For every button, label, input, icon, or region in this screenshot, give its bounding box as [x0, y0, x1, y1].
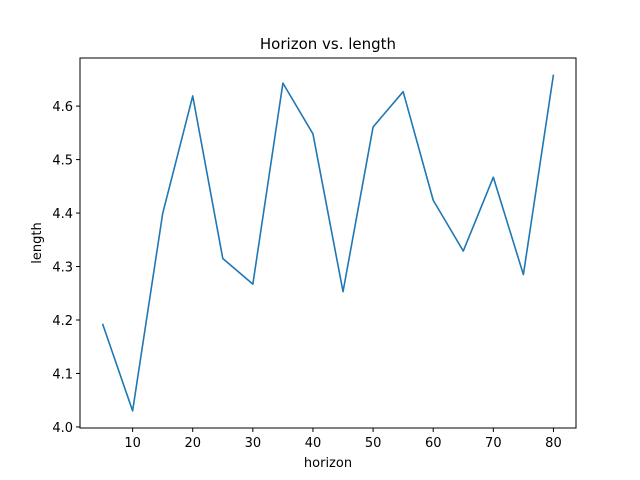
y-tick-label: 4.6 [52, 100, 73, 115]
y-tick-label: 4.4 [52, 207, 73, 222]
x-tick-label: 60 [425, 436, 442, 451]
series-line [101, 74, 555, 412]
plot-frame [79, 57, 577, 429]
x-tick-label: 50 [365, 436, 382, 451]
y-tick-label: 4.5 [52, 154, 73, 169]
y-axis-label: length [30, 222, 45, 263]
y-tick-label: 4.3 [52, 261, 73, 276]
y-tick-label: 4.0 [52, 421, 73, 436]
y-tick-label: 4.2 [52, 314, 73, 329]
chart-title: Horizon vs. length [260, 35, 396, 53]
x-tick-label: 40 [305, 436, 322, 451]
x-tick-label: 70 [485, 436, 502, 451]
x-tick-label: 80 [545, 436, 562, 451]
y-tick-label: 4.1 [52, 367, 73, 382]
x-tick-label: 10 [124, 436, 141, 451]
x-tick-label: 20 [184, 436, 201, 451]
x-tick-label: 30 [245, 436, 262, 451]
x-axis-label: horizon [304, 456, 352, 471]
